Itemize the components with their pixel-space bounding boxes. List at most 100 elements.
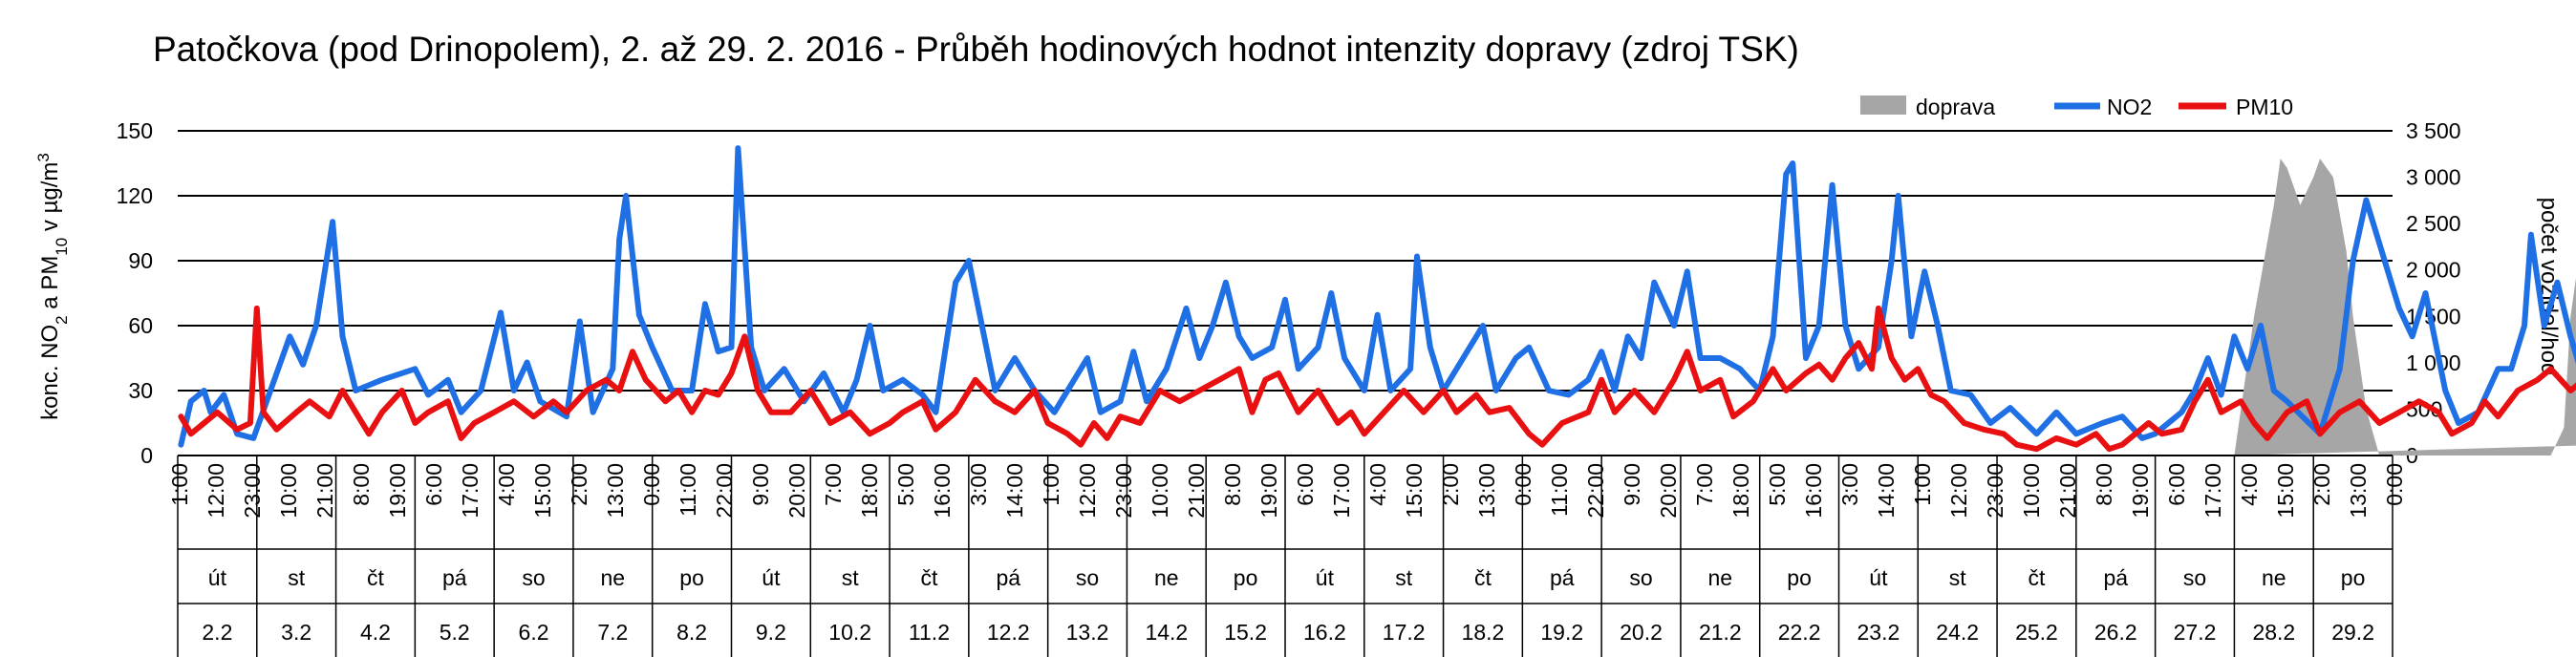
weekday-label: so xyxy=(522,565,545,590)
x-tick-label: 2:00 xyxy=(1438,463,1463,506)
left-tick-label: 150 xyxy=(117,118,153,143)
weekday-label: st xyxy=(1949,565,1967,590)
weekday-label: ne xyxy=(601,565,626,590)
date-label: 9.2 xyxy=(756,620,786,645)
weekday-label: út xyxy=(1316,565,1335,590)
weekday-label: pá xyxy=(996,565,1020,590)
x-tick-label: 20:00 xyxy=(784,463,809,519)
y-axis-title-left: konc. NO2 a PM10 v µg/m3 xyxy=(34,153,71,420)
right-tick-label: 3 500 xyxy=(2406,118,2461,143)
weekday-label: čt xyxy=(1474,565,1492,590)
x-tick-label: 10:00 xyxy=(1148,463,1172,519)
x-tick-label: 16:00 xyxy=(930,463,955,519)
date-label: 8.2 xyxy=(676,620,707,645)
x-tick-label: 8:00 xyxy=(349,463,374,506)
x-tick-label: 1:00 xyxy=(1910,463,1935,506)
x-axis: 1:00 12:00 23:00 10:00 21:00 8:00 19:00 6:00 17:… xyxy=(167,455,2407,519)
date-label: 14.2 xyxy=(1145,620,1188,645)
left-tick-label: 60 xyxy=(128,313,153,338)
date-label: 21.2 xyxy=(1699,620,1742,645)
weekday-label: čt xyxy=(2029,565,2047,590)
weekday-label: út xyxy=(762,565,781,590)
x-tick-label: 5:00 xyxy=(1765,463,1790,506)
date-label: 26.2 xyxy=(2094,620,2137,645)
date-label: 23.2 xyxy=(1857,620,1900,645)
x-tick-label: 9:00 xyxy=(748,463,773,506)
x-tick-label: 22:00 xyxy=(1583,463,1608,519)
weekday-label: ne xyxy=(2262,565,2286,590)
left-axis-ticks: 0 30 60 90 120 150 xyxy=(117,118,153,468)
x-tick-label: 18:00 xyxy=(857,463,882,519)
weekday-label: so xyxy=(2183,565,2206,590)
x-tick-label: 9:00 xyxy=(1620,463,1644,506)
x-tick-label: 6:00 xyxy=(421,463,446,506)
weekday-label: st xyxy=(842,565,860,590)
date-label: 27.2 xyxy=(2174,620,2217,645)
weekday-label: čt xyxy=(921,565,939,590)
x-tick-label: 13:00 xyxy=(2346,463,2371,519)
x-tick-label: 21:00 xyxy=(312,463,337,519)
x-tick-label: 4:00 xyxy=(494,463,519,506)
x-tick-label: 12:00 xyxy=(204,463,228,519)
weekday-label: st xyxy=(288,565,306,590)
series-line-pm10 xyxy=(178,305,2576,453)
x-tick-label: 17:00 xyxy=(458,463,483,519)
weekday-label: út xyxy=(1869,565,1888,590)
right-tick-label: 3 000 xyxy=(2406,165,2461,190)
chart-title: Patočkova (pod Drinopolem), 2. až 29. 2.… xyxy=(153,30,1799,69)
legend-label-pm10: PM10 xyxy=(2236,95,2293,119)
date-label: 18.2 xyxy=(1462,620,1505,645)
x-tick-label: 23:00 xyxy=(1111,463,1136,519)
x-tick-label: 10:00 xyxy=(2019,463,2044,519)
x-tick-label: 19:00 xyxy=(1256,463,1281,519)
x-tick-label: 8:00 xyxy=(1220,463,1245,506)
series-layer xyxy=(178,145,2576,456)
x-tick-label: 19:00 xyxy=(385,463,410,519)
x-tick-label: 23:00 xyxy=(1983,463,2007,519)
x-tick-label: 4:00 xyxy=(1365,463,1390,506)
x-tick-label: 5:00 xyxy=(893,463,918,506)
date-label: 19.2 xyxy=(1540,620,1583,645)
date-label: 28.2 xyxy=(2252,620,2295,645)
weekday-label: ne xyxy=(1154,565,1179,590)
x-tick-label: 4:00 xyxy=(2237,463,2262,506)
x-tick-label: 3:00 xyxy=(1837,463,1862,506)
x-tick-label: 0:00 xyxy=(2382,463,2407,506)
weekday-label: po xyxy=(2341,565,2366,590)
left-tick-label: 120 xyxy=(117,183,153,208)
weekday-label: pá xyxy=(1550,565,1575,590)
series-area-doprava xyxy=(2234,159,2576,456)
date-label: 5.2 xyxy=(440,620,470,645)
x-tick-label: 7:00 xyxy=(1692,463,1717,506)
x-tick-label: 10:00 xyxy=(276,463,301,519)
date-label: 16.2 xyxy=(1303,620,1346,645)
x-tick-label: 1:00 xyxy=(1039,463,1063,506)
x-tick-label: 15:00 xyxy=(530,463,555,519)
x-tick-label: 15:00 xyxy=(1402,463,1427,519)
weekday-label: pá xyxy=(2103,565,2128,590)
x-tick-label: 20:00 xyxy=(1656,463,1681,519)
left-tick-label: 90 xyxy=(128,248,153,273)
weekday-label: út xyxy=(208,565,227,590)
x-tick-label: 13:00 xyxy=(603,463,628,519)
date-label: 7.2 xyxy=(597,620,628,645)
x-tick-label: 17:00 xyxy=(1329,463,1354,519)
x-tick-label: 14:00 xyxy=(1874,463,1899,519)
x-tick-label: 17:00 xyxy=(2200,463,2225,519)
date-label: 13.2 xyxy=(1066,620,1109,645)
x-tick-label: 13:00 xyxy=(1474,463,1499,519)
date-label: 10.2 xyxy=(828,620,871,645)
series-line-no2 xyxy=(178,145,2576,448)
weekday-label: po xyxy=(679,565,704,590)
weekday-label: pá xyxy=(442,565,467,590)
date-label: 6.2 xyxy=(519,620,549,645)
weekday-label: so xyxy=(1629,565,1652,590)
x-tick-label: 23:00 xyxy=(240,463,265,519)
x-tick-label: 6:00 xyxy=(2164,463,2189,506)
date-label: 4.2 xyxy=(360,620,391,645)
weekday-label: st xyxy=(1395,565,1413,590)
x-tick-label: 16:00 xyxy=(1801,463,1826,519)
x-tick-label: 11:00 xyxy=(1547,463,1572,517)
right-tick-label: 2 500 xyxy=(2406,211,2461,236)
